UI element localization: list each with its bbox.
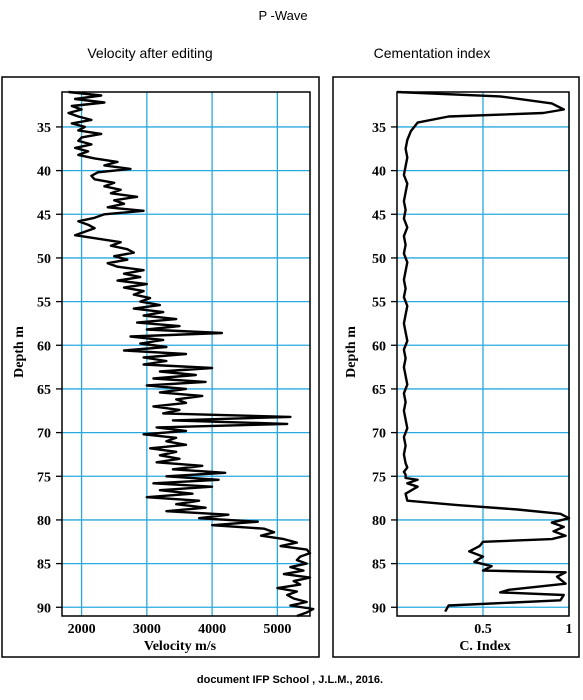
velocity-x-ticks: 2000 3000 4000 5000 [68, 622, 292, 637]
velocity-y-axis-label: Depth m [12, 326, 27, 378]
cementation-y-tick-label: 70 [372, 427, 386, 442]
velocity-y-tick-label: 50 [37, 252, 51, 267]
cementation-y-axis-label: Depth m [344, 326, 359, 378]
velocity-panel-title: Velocity after editing [87, 45, 212, 61]
cementation-y-tick-label: 60 [372, 339, 386, 354]
cementation-y-tick-label: 45 [372, 208, 386, 223]
velocity-x-tick-label: 4000 [198, 622, 226, 637]
cementation-y-tick-label: 85 [372, 558, 386, 573]
cementation-x-ticks: 0.5 1 [474, 622, 572, 637]
velocity-panel: Velocity after editing 2000 3000 4000 5000 … [1, 45, 320, 658]
velocity-y-tick-label: 45 [37, 208, 51, 223]
velocity-y-ticks: 35 40 45 50 55 60 65 70 75 80 85 90 [37, 121, 62, 616]
velocity-y-tick-label: 40 [37, 165, 51, 180]
velocity-x-tick-label: 2000 [68, 622, 96, 637]
cementation-x-tick-label: 1 [566, 622, 573, 637]
cementation-y-tick-label: 50 [372, 252, 386, 267]
cementation-panel-title: Cementation index [374, 45, 491, 61]
velocity-panel-frame [1, 76, 320, 658]
velocity-x-axis-label: Velocity m/s [144, 639, 217, 654]
cementation-y-tick-label: 80 [372, 514, 386, 529]
cementation-y-ticks: 35 40 45 50 55 60 65 70 75 80 85 90 [372, 121, 397, 616]
velocity-y-tick-label: 90 [37, 601, 51, 616]
velocity-y-tick-label: 60 [37, 339, 51, 354]
cementation-panel-frame [332, 76, 580, 658]
velocity-y-tick-label: 80 [37, 514, 51, 529]
velocity-y-tick-label: 35 [37, 121, 51, 136]
velocity-curve [67, 90, 315, 618]
velocity-x-tick-label: 5000 [263, 622, 291, 637]
cementation-grid [397, 92, 570, 616]
cementation-x-axis-label: C. Index [459, 639, 510, 654]
velocity-y-tick-label: 85 [37, 558, 51, 573]
figure-title: P -Wave [258, 8, 307, 23]
cementation-y-tick-label: 35 [372, 121, 386, 136]
velocity-y-tick-label: 75 [37, 470, 51, 485]
velocity-x-tick-label: 3000 [133, 622, 161, 637]
velocity-y-tick-label: 65 [37, 383, 51, 398]
figure-footer: document IFP School , J.L.M., 2016. [197, 674, 383, 686]
cementation-x-tick-label: 0.5 [474, 622, 492, 637]
cementation-y-tick-label: 40 [372, 165, 386, 180]
cementation-y-tick-label: 65 [372, 383, 386, 398]
cementation-y-tick-label: 75 [372, 470, 386, 485]
cementation-y-tick-label: 55 [372, 296, 386, 311]
velocity-y-tick-label: 70 [37, 427, 51, 442]
cementation-panel: Cementation index 0.5 1 35404550556065707… [332, 45, 580, 658]
cementation-y-tick-label: 90 [372, 601, 386, 616]
velocity-y-tick-label: 55 [37, 296, 51, 311]
cementation-curve [396, 90, 571, 613]
cementation-plot-frame [396, 91, 570, 617]
velocity-plot-frame [61, 91, 311, 617]
